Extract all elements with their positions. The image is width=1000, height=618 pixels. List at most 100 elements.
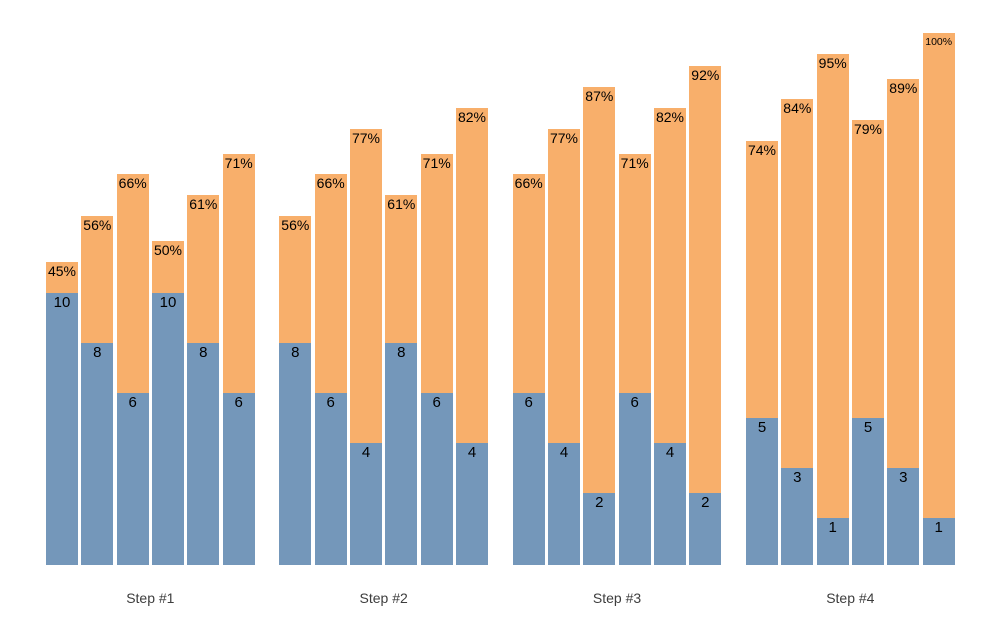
percent-label: 61% — [189, 196, 218, 213]
value-label: 5 — [863, 419, 873, 437]
bar-step1-5: 8 61% — [187, 195, 220, 565]
blue-segment: 4 — [548, 443, 580, 565]
value-label: 6 — [524, 394, 533, 412]
value-label: 2 — [595, 494, 604, 512]
percent-label: 74% — [747, 142, 777, 158]
bar-step2-5: 6 71% — [420, 153, 453, 565]
blue-segment: 8 — [385, 343, 418, 565]
bar-step2-4: 8 61% — [385, 195, 418, 565]
value-label: 4 — [665, 444, 675, 462]
blue-segment: 10 — [152, 293, 184, 565]
blue-segment: 1 — [816, 518, 849, 565]
percent-label: 82% — [655, 108, 685, 125]
value-label: 8 — [291, 344, 300, 362]
bar-step3-4: 6 71% — [618, 153, 651, 565]
percent-label: 61% — [387, 196, 416, 213]
percent-label: 66% — [514, 175, 543, 192]
blue-segment: 8 — [187, 343, 220, 565]
bar-step4-2: 3 84% — [781, 99, 814, 565]
blue-segment: 8 — [81, 343, 114, 565]
bar-step1-4: 10 50% — [152, 241, 184, 565]
bar-step2-3: 4 77% — [350, 128, 382, 565]
value-label: 10 — [159, 294, 177, 312]
blue-segment: 2 — [583, 493, 616, 565]
value-label: 8 — [93, 344, 102, 362]
value-label: 1 — [934, 519, 943, 537]
percent-label: 82% — [457, 108, 487, 125]
blue-segment: 6 — [314, 393, 347, 565]
bar-step2-6: 4 82% — [456, 107, 488, 565]
value-label: 8 — [199, 344, 208, 362]
blue-segment: 6 — [618, 393, 651, 565]
blue-segment: 3 — [887, 468, 920, 565]
bar-step4-6: 1 100% — [922, 32, 955, 565]
value-label: 6 — [128, 394, 137, 412]
blue-segment: 6 — [420, 393, 453, 565]
value-label: 6 — [234, 394, 243, 412]
value-label: 1 — [828, 519, 837, 537]
value-label: 3 — [793, 469, 802, 487]
bar-step2-2: 6 66% — [314, 174, 347, 565]
group-label-step1: Step #1 — [126, 590, 175, 606]
bar-step4-4: 5 79% — [852, 120, 884, 565]
percent-label: 100% — [925, 35, 953, 48]
percent-label: 50% — [153, 242, 183, 258]
percent-label: 84% — [783, 100, 812, 117]
percent-label: 92% — [691, 67, 720, 83]
blue-segment: 1 — [922, 518, 955, 565]
percent-label: 56% — [281, 217, 310, 233]
value-label: 6 — [630, 394, 639, 412]
orange-segment — [583, 86, 616, 565]
blue-segment: 4 — [350, 443, 382, 565]
bar-step1-3: 6 66% — [116, 174, 149, 565]
percent-label: 87% — [585, 87, 614, 104]
blue-segment: 5 — [746, 418, 778, 565]
percent-label: 89% — [889, 79, 918, 96]
percent-label: 66% — [316, 175, 345, 192]
bar-step3-6: 2 92% — [689, 66, 722, 565]
percent-label: 56% — [83, 217, 112, 233]
bar-step2-1: 8 56% — [279, 216, 312, 565]
value-label: 4 — [361, 444, 371, 462]
blue-segment: 5 — [852, 418, 884, 565]
bar-step3-3: 2 87% — [583, 86, 616, 565]
blue-segment: 4 — [654, 443, 686, 565]
bar-step3-1: 6 66% — [512, 174, 545, 565]
blue-segment: 6 — [512, 393, 545, 565]
percent-label: 79% — [853, 121, 883, 138]
percent-label: 71% — [422, 154, 451, 171]
value-label: 10 — [53, 294, 71, 312]
percent-label: 66% — [118, 175, 147, 192]
percent-label: 71% — [224, 154, 253, 171]
percent-label: 45% — [47, 262, 77, 279]
value-label: 4 — [467, 444, 477, 462]
value-label: 5 — [757, 419, 767, 437]
percent-label: 71% — [620, 154, 649, 171]
blue-segment: 4 — [456, 443, 488, 565]
percent-label: 77% — [351, 129, 381, 146]
value-label: 6 — [432, 394, 441, 412]
bar-step4-1: 5 74% — [746, 141, 778, 565]
bar-step1-6: 6 71% — [222, 153, 255, 565]
blue-segment: 8 — [279, 343, 312, 565]
group-label-step4: Step #4 — [826, 590, 875, 606]
value-label: 2 — [701, 494, 710, 512]
bar-step4-5: 3 89% — [887, 78, 920, 565]
bar-step4-3: 1 95% — [816, 53, 849, 565]
bar-step3-5: 4 82% — [654, 107, 686, 565]
group-label-step3: Step #3 — [592, 590, 642, 606]
blue-segment: 2 — [689, 493, 722, 565]
blue-segment: 3 — [781, 468, 814, 565]
orange-segment — [689, 66, 722, 565]
value-label: 6 — [326, 394, 335, 412]
group-label-step2: Step #2 — [359, 590, 408, 606]
bar-step1-2: 8 56% — [81, 216, 114, 565]
orange-segment — [816, 53, 849, 565]
bar-step3-2: 4 77% — [548, 128, 580, 565]
percent-label: 77% — [549, 129, 579, 146]
value-label: 3 — [899, 469, 908, 487]
blue-segment: 10 — [46, 293, 78, 565]
percent-label: 95% — [818, 54, 847, 71]
blue-segment: 6 — [116, 393, 149, 565]
